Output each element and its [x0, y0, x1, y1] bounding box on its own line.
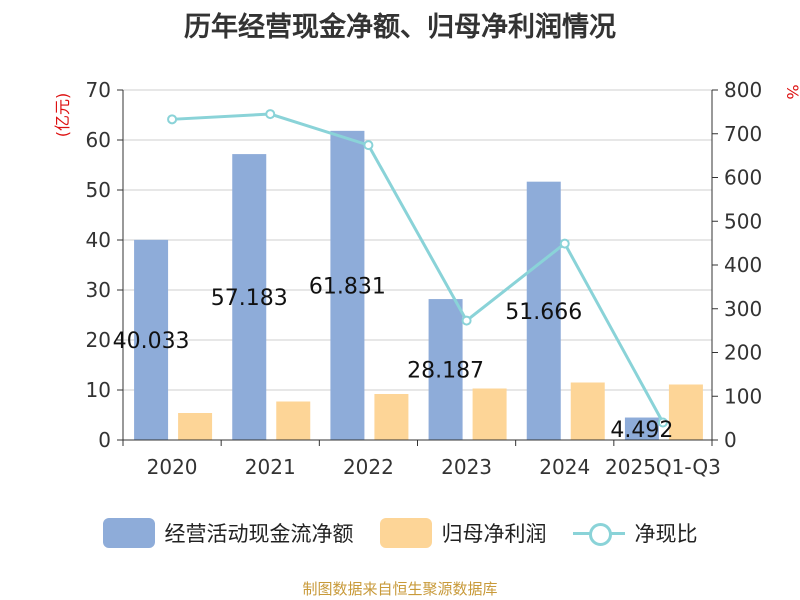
data-label-cashflow: 28.187	[407, 359, 484, 384]
bar-cashflow	[330, 130, 365, 440]
x-tick-label: 2024	[539, 455, 590, 479]
legend-label-net-profit: 归母净利润	[441, 522, 547, 546]
bar-net-profit	[570, 382, 605, 440]
y-right-tick-label: 400	[724, 253, 762, 277]
bar-cashflow	[134, 239, 169, 440]
data-label-cashflow: 61.831	[309, 274, 386, 299]
axes: 0102030405060700100200300400500600700800…	[86, 78, 763, 479]
bar-net-profit	[178, 413, 213, 440]
legend-swatch-ratio	[572, 518, 625, 548]
legend: 经营活动现金流净额 归母净利润 净现比	[0, 518, 800, 548]
ratio-point	[363, 140, 374, 151]
y-right-tick-label: 500	[724, 209, 762, 233]
data-source: 制图数据来自恒生聚源数据库	[302, 580, 498, 598]
y-left-tick-label: 40	[86, 228, 111, 252]
data-label-cashflow: 57.183	[211, 286, 288, 311]
bar-net-profit	[374, 394, 409, 440]
bar-net-profit	[668, 384, 703, 440]
y-left-tick-label: 10	[86, 378, 111, 402]
bar-net-profit	[472, 388, 507, 440]
legend-label-cashflow: 经营活动现金流净额	[164, 522, 354, 546]
y-right-tick-label: 800	[724, 78, 762, 102]
ratio-point	[167, 114, 178, 125]
bars	[134, 130, 703, 441]
ratio-point	[559, 238, 570, 249]
ratio-point	[265, 109, 276, 120]
bar-cashflow	[232, 154, 267, 440]
data-label-cashflow: 4.492	[610, 418, 673, 443]
legend-swatch-net-profit	[379, 518, 432, 548]
bar-cashflow	[624, 417, 659, 440]
ratio-point	[657, 417, 668, 428]
y-right-tick-label: 100	[724, 384, 762, 408]
y-left-tick-label: 70	[86, 78, 111, 102]
bar-cashflow	[428, 299, 463, 440]
data-labels: 40.033 57.183 61.831 28.187 51.666 4.492	[113, 274, 674, 442]
legend-swatch-cashflow	[102, 518, 155, 548]
legend-label-ratio: 净现比	[634, 522, 698, 546]
legend-item-net-profit[interactable]: 归母净利润	[379, 518, 547, 548]
y-right-axis-label: %	[783, 84, 800, 99]
legend-item-ratio[interactable]: 净现比	[572, 518, 698, 548]
y-left-tick-label: 20	[86, 328, 111, 352]
x-tick-label: 2025Q1-Q3	[605, 455, 721, 479]
bar-cashflow	[526, 181, 561, 441]
y-left-tick-label: 60	[86, 128, 111, 152]
y-left-axis-label: (亿元)	[53, 93, 72, 138]
x-tick-label: 2021	[245, 455, 296, 479]
ratio-line	[167, 109, 668, 428]
y-left-tick-label: 30	[86, 278, 111, 302]
y-right-tick-label: 300	[724, 297, 762, 321]
data-label-cashflow: 40.033	[113, 329, 190, 354]
y-right-tick-label: 600	[724, 166, 762, 190]
y-right-tick-label: 0	[724, 428, 737, 452]
y-right-tick-label: 700	[724, 122, 762, 146]
x-tick-label: 2023	[441, 455, 492, 479]
legend-item-cashflow[interactable]: 经营活动现金流净额	[102, 518, 354, 548]
x-tick-label: 2020	[147, 455, 198, 479]
bar-net-profit	[276, 401, 311, 440]
ratio-line-path	[172, 112, 665, 424]
x-tick-label: 2022	[343, 455, 394, 479]
grid-lines	[123, 89, 712, 441]
y-left-tick-label: 50	[86, 178, 111, 202]
ratio-point	[461, 315, 472, 326]
y-left-tick-label: 0	[98, 428, 111, 452]
y-right-tick-label: 200	[724, 341, 762, 365]
data-label-cashflow: 51.666	[505, 300, 582, 325]
chart-title: 历年经营现金净额、归母净利润情况	[184, 11, 616, 43]
